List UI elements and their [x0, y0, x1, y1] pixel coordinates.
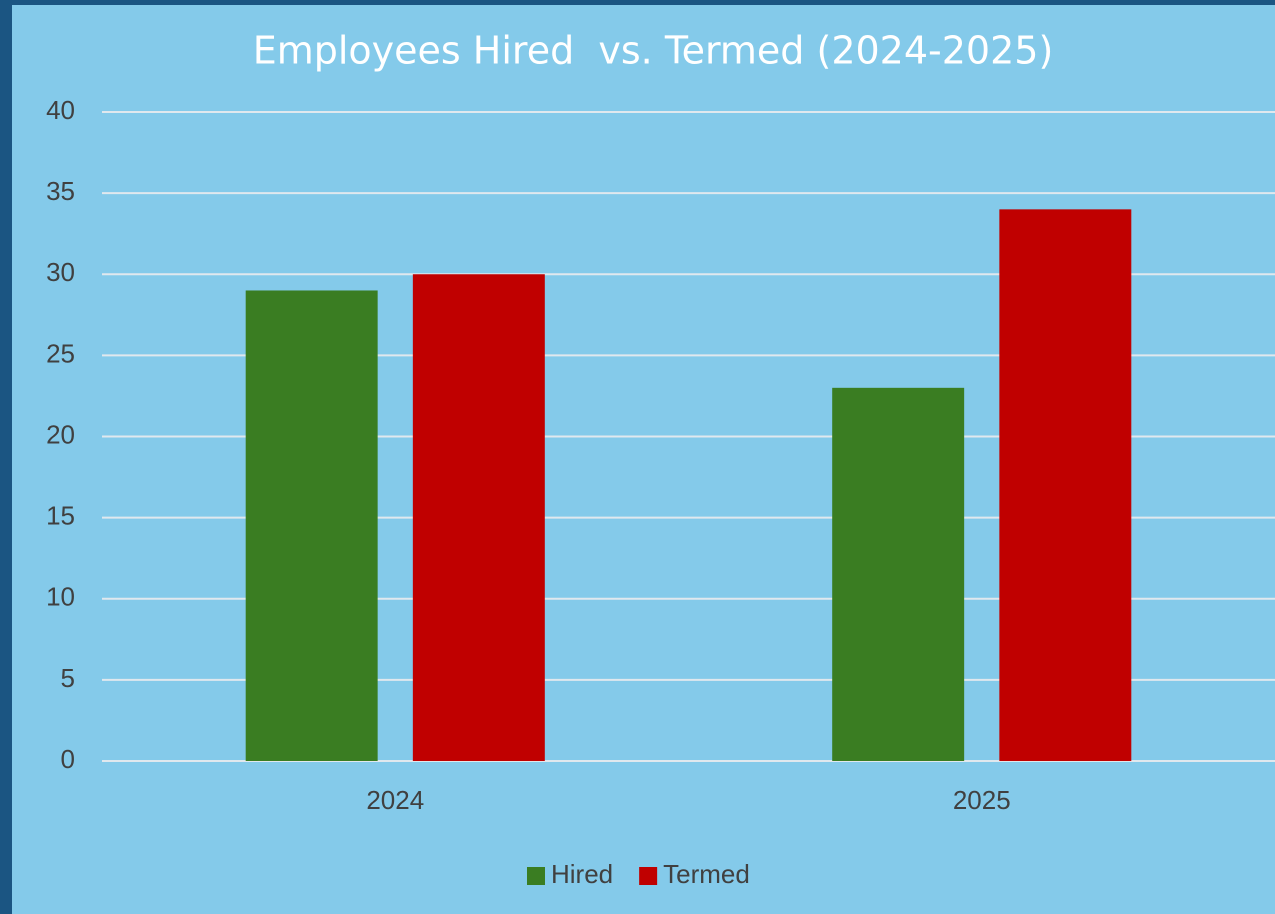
legend-swatch — [639, 867, 658, 885]
y-tick-label: 5 — [61, 663, 75, 693]
chart-title: Employees Hired vs. Termed (2024-2025) — [253, 29, 1054, 73]
x-tick-label: 2024 — [366, 785, 424, 815]
legend-label: Termed — [663, 859, 750, 889]
y-tick-label: 30 — [46, 257, 75, 287]
y-tick-label: 20 — [46, 419, 75, 449]
bar — [999, 209, 1132, 762]
legend-label: Hired — [551, 859, 613, 889]
x-tick-label: 2025 — [953, 785, 1011, 815]
y-tick-label: 25 — [46, 338, 75, 368]
y-tick-label: 15 — [46, 501, 75, 531]
y-tick-label: 0 — [61, 744, 75, 774]
bar — [832, 387, 965, 761]
y-tick-label: 35 — [46, 176, 75, 206]
bar — [412, 274, 545, 761]
legend-swatch — [527, 867, 545, 885]
y-tick-label: 10 — [46, 582, 75, 612]
bar — [245, 290, 378, 761]
y-tick-label: 40 — [46, 95, 75, 125]
